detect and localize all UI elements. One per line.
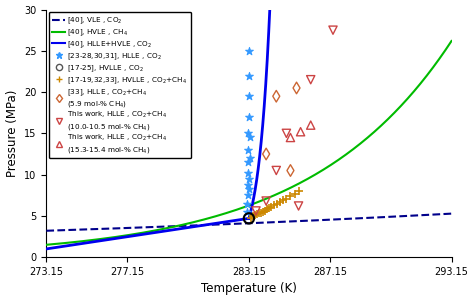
Point [271,203,278,208]
Point [287,168,294,173]
Point [246,176,253,181]
Legend: [40], VLE , CO$_2$, [40], HVLE , CH$_4$, [40], HLLE+HVLE , CO$_2$, [23-28,30,31]: [40], VLE , CO$_2$, [40], HVLE , CH$_4$,… [48,12,191,158]
Point [287,135,294,140]
Point [246,135,254,140]
Point [244,160,252,165]
Point [259,209,267,214]
Point [264,207,271,212]
Point [245,131,252,136]
Point [267,204,275,209]
Point [273,168,280,173]
Point [246,187,253,192]
Point [244,182,252,187]
Point [245,73,253,78]
Point [245,94,253,99]
Point [244,147,252,152]
Point [243,209,251,214]
Point [257,210,265,215]
Point [293,85,301,90]
Point [262,152,270,157]
Point [329,28,337,33]
Point [297,129,304,134]
Point [276,200,284,204]
Point [261,208,269,213]
Point [283,131,290,136]
Point [249,213,257,218]
Point [253,212,261,217]
Point [245,114,252,119]
Point [262,199,270,203]
Point [245,216,253,221]
X-axis label: Temperature (K): Temperature (K) [201,282,297,296]
Point [287,194,294,198]
Point [273,201,281,206]
Point [295,189,302,194]
Y-axis label: Pressure (MPa): Pressure (MPa) [6,90,18,177]
Point [283,196,290,201]
Point [247,215,255,220]
Point [245,48,253,53]
Point [291,191,298,196]
Point [244,201,251,206]
Point [280,198,287,203]
Point [265,206,273,210]
Point [251,213,259,218]
Point [255,211,263,216]
Point [244,171,252,175]
Point [295,203,302,208]
Point [307,123,315,128]
Point [252,209,260,213]
Point [307,77,315,82]
Point [244,193,251,198]
Point [246,156,253,160]
Point [273,94,280,99]
